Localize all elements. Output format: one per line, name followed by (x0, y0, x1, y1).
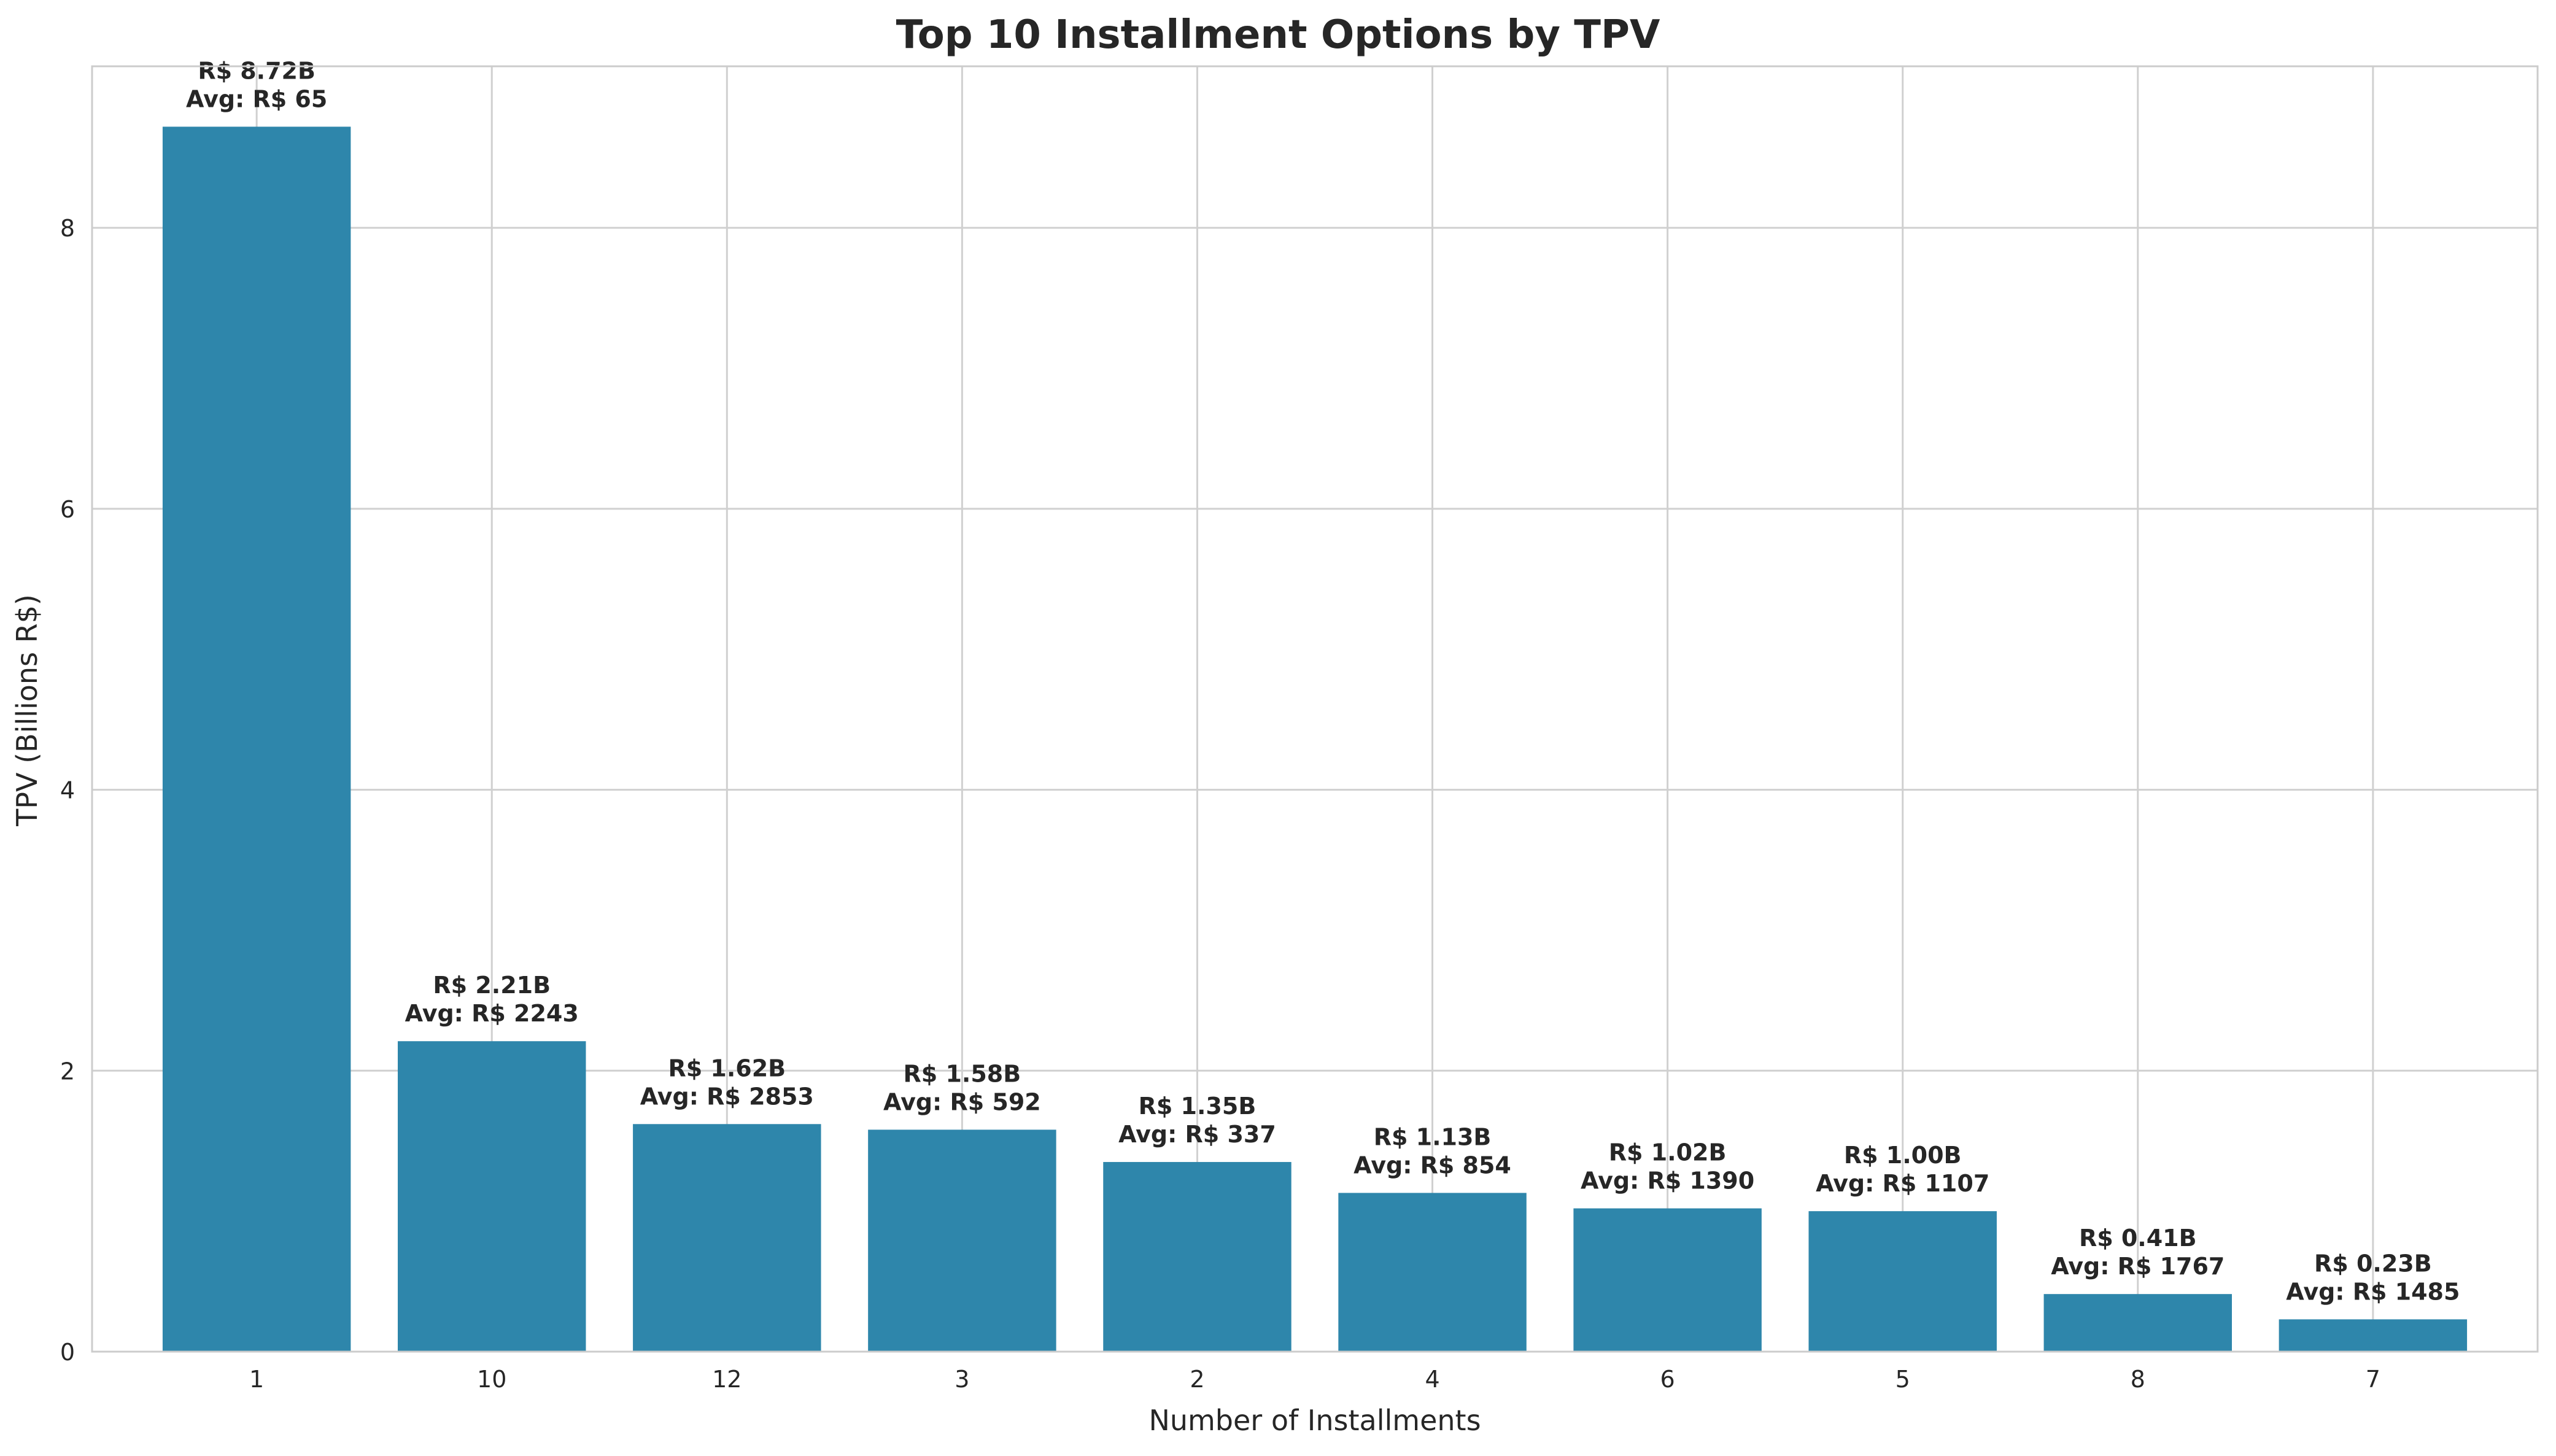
bar-avg-label: Avg: R$ 2243 (405, 1000, 579, 1027)
chart-title: Top 10 Installment Options by TPV (896, 12, 1660, 58)
x-tick-label: 4 (1425, 1366, 1439, 1393)
bar-value-label: R$ 1.13B (1374, 1123, 1492, 1150)
y-tick-label: 6 (60, 496, 75, 523)
bar-avg-label: Avg: R$ 2853 (640, 1083, 814, 1110)
bar-avg-label: Avg: R$ 1767 (2051, 1253, 2225, 1280)
bar (398, 1041, 586, 1352)
bar (2279, 1319, 2468, 1352)
bar (1338, 1193, 1527, 1352)
x-tick-label: 1 (249, 1366, 264, 1393)
x-tick-label: 6 (1660, 1366, 1675, 1393)
bar-value-label: R$ 1.02B (1609, 1139, 1727, 1166)
bar (1808, 1211, 1997, 1352)
bar (868, 1129, 1056, 1352)
bar-value-label: R$ 0.23B (2314, 1250, 2432, 1277)
x-tick-label: 2 (1190, 1366, 1204, 1393)
bar-value-label: R$ 2.21B (433, 972, 551, 999)
x-axis-label: Number of Installments (1148, 1404, 1481, 1437)
x-tick-label: 3 (955, 1366, 969, 1393)
axis-ticks: 0 2 4 6 8 1 10 12 3 2 4 6 5 8 7 (60, 215, 2380, 1393)
bar-value-label: R$ 0.41B (2079, 1225, 2197, 1252)
bar-avg-label: Avg: R$ 1107 (1816, 1170, 1989, 1197)
bar-avg-label: Avg: R$ 1485 (2286, 1278, 2460, 1305)
bar-value-label: R$ 1.00B (1844, 1142, 1962, 1169)
bar-avg-label: Avg: R$ 854 (1354, 1152, 1511, 1179)
bar-value-label: R$ 1.62B (668, 1055, 786, 1082)
x-tick-label: 12 (712, 1366, 742, 1393)
bar-avg-label: Avg: R$ 337 (1118, 1121, 1276, 1148)
y-tick-label: 8 (60, 215, 75, 242)
x-tick-label: 8 (2131, 1366, 2145, 1393)
y-tick-label: 2 (60, 1058, 75, 1085)
x-tick-label: 7 (2366, 1366, 2380, 1393)
y-tick-label: 4 (60, 777, 75, 804)
bars (162, 126, 2468, 1352)
bar-value-label: R$ 8.72B (198, 57, 316, 84)
x-tick-label: 10 (477, 1366, 506, 1393)
bar-avg-label: Avg: R$ 592 (883, 1088, 1041, 1115)
bar (162, 126, 351, 1352)
bar-avg-label: Avg: R$ 1390 (1581, 1168, 1754, 1195)
bar-avg-label: Avg: R$ 65 (186, 85, 327, 112)
bar (633, 1124, 821, 1352)
bar (1573, 1208, 1762, 1352)
bar-value-label: R$ 1.58B (904, 1060, 1021, 1087)
bar (2043, 1294, 2232, 1352)
y-axis-label: TPV (Billions R$) (10, 594, 44, 827)
plot-frame (91, 65, 2539, 1353)
bar (1103, 1162, 1292, 1352)
bar-value-label: R$ 1.35B (1139, 1093, 1257, 1120)
y-tick-label: 0 (60, 1339, 75, 1366)
x-tick-label: 5 (1896, 1366, 1910, 1393)
